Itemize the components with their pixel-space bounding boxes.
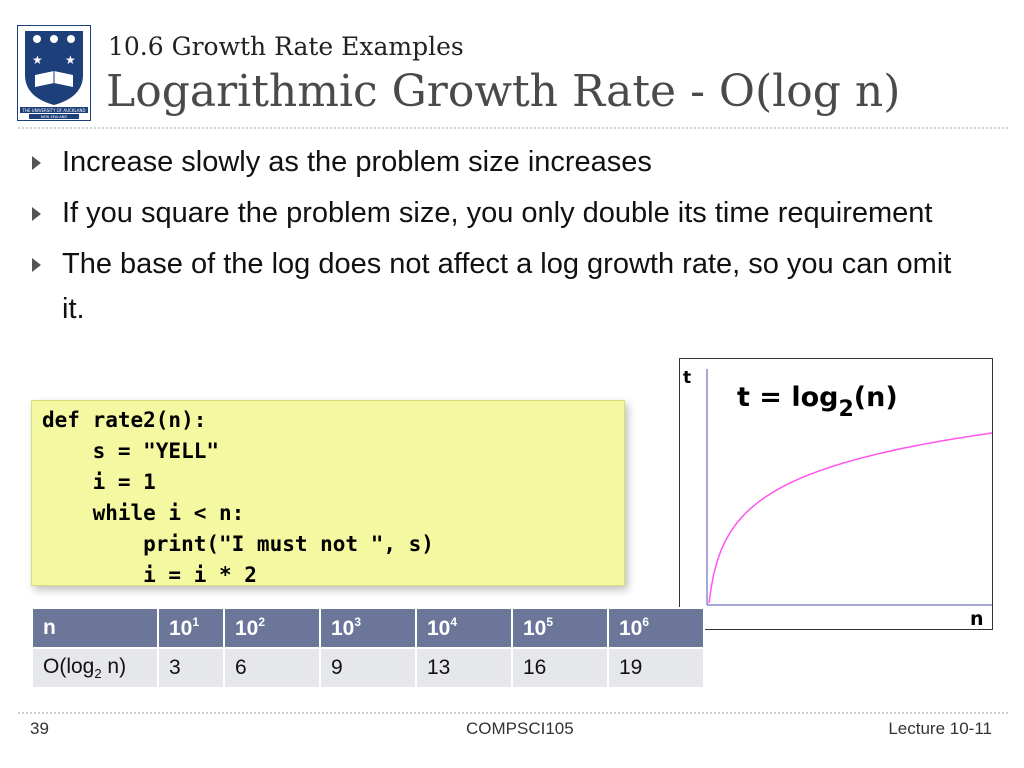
table-cell: 6 [223, 647, 321, 689]
bullet-text: Increase slowly as the problem size incr… [62, 146, 652, 178]
lecture-label: Lecture 10-11 [888, 719, 992, 738]
logo-text-line2: NEW ZEALAND [41, 115, 67, 119]
log-graph: t n t = log2(n) [679, 358, 993, 630]
code-block: def rate2(n): s = "YELL" i = 1 while i <… [31, 400, 625, 587]
logo-text-line1: THE UNIVERSITY OF AUCKLAND [21, 108, 85, 113]
table-header-cell: 102 [223, 607, 321, 649]
table-cell: 13 [415, 647, 513, 689]
table-cell: 9 [319, 647, 417, 689]
code-line: i = 1 [42, 470, 156, 494]
bullet-text: If you square the problem size, you only… [62, 197, 933, 229]
y-axis-label: t [683, 368, 691, 388]
table-header-cell: 105 [511, 607, 609, 649]
log-curve [708, 432, 993, 604]
page-number: 39 [30, 719, 49, 738]
bullet-arrow-icon [32, 156, 41, 170]
bullet-list: Increase slowly as the problem size incr… [28, 140, 998, 338]
bullet-arrow-icon [32, 207, 41, 221]
bullet-item: The base of the log does not affect a lo… [28, 242, 972, 332]
table-cell: 3 [157, 647, 225, 689]
table-cell: 16 [511, 647, 609, 689]
formula-suffix: (n) [854, 382, 898, 413]
table-cell: 19 [607, 647, 705, 689]
code-line: while i < n: [42, 501, 245, 525]
log-graph-svg: t n t = log2(n) [683, 368, 993, 630]
growth-table: n 101 102 103 104 105 106 O(log2 n) 3 6 … [31, 607, 705, 689]
table-header-cell: 104 [415, 607, 513, 649]
code-line: i = i * 2 [42, 563, 257, 587]
table-header-row: n 101 102 103 104 105 106 [31, 607, 705, 649]
bullet-text: The base of the log does not affect a lo… [62, 248, 952, 325]
table-header-cell: 106 [607, 607, 705, 649]
x-axis-label: n [970, 608, 984, 630]
table-header-cell: n [31, 607, 159, 649]
bullet-item: If you square the problem size, you only… [28, 191, 998, 236]
table-header-cell: 103 [319, 607, 417, 649]
graph-formula: t = log2(n) [737, 382, 898, 422]
table-row: O(log2 n) 3 6 9 13 16 19 [31, 647, 705, 689]
code-line: def rate2(n): [42, 408, 207, 432]
header-divider [18, 127, 1008, 129]
formula-subscript: 2 [838, 397, 853, 422]
slide-subtitle: 10.6 Growth Rate Examples [108, 32, 464, 61]
bullet-arrow-icon [32, 258, 41, 272]
table-row-label: O(log2 n) [31, 647, 159, 689]
university-logo: ★ ★ THE UNIVERSITY OF AUCKLAND NEW ZEALA… [17, 25, 91, 121]
svg-text:★: ★ [65, 53, 76, 67]
bullet-item: Increase slowly as the problem size incr… [28, 140, 998, 185]
code-line: print("I must not ", s) [42, 532, 434, 556]
formula-prefix: t = log [737, 382, 838, 413]
table-header-cell: 101 [157, 607, 225, 649]
slide-title: Logarithmic Growth Rate - O(log n) [106, 66, 901, 117]
footer-divider [18, 712, 1008, 714]
code-line: s = "YELL" [42, 439, 220, 463]
course-code: COMPSCI105 [466, 719, 574, 738]
svg-text:★: ★ [32, 53, 43, 67]
